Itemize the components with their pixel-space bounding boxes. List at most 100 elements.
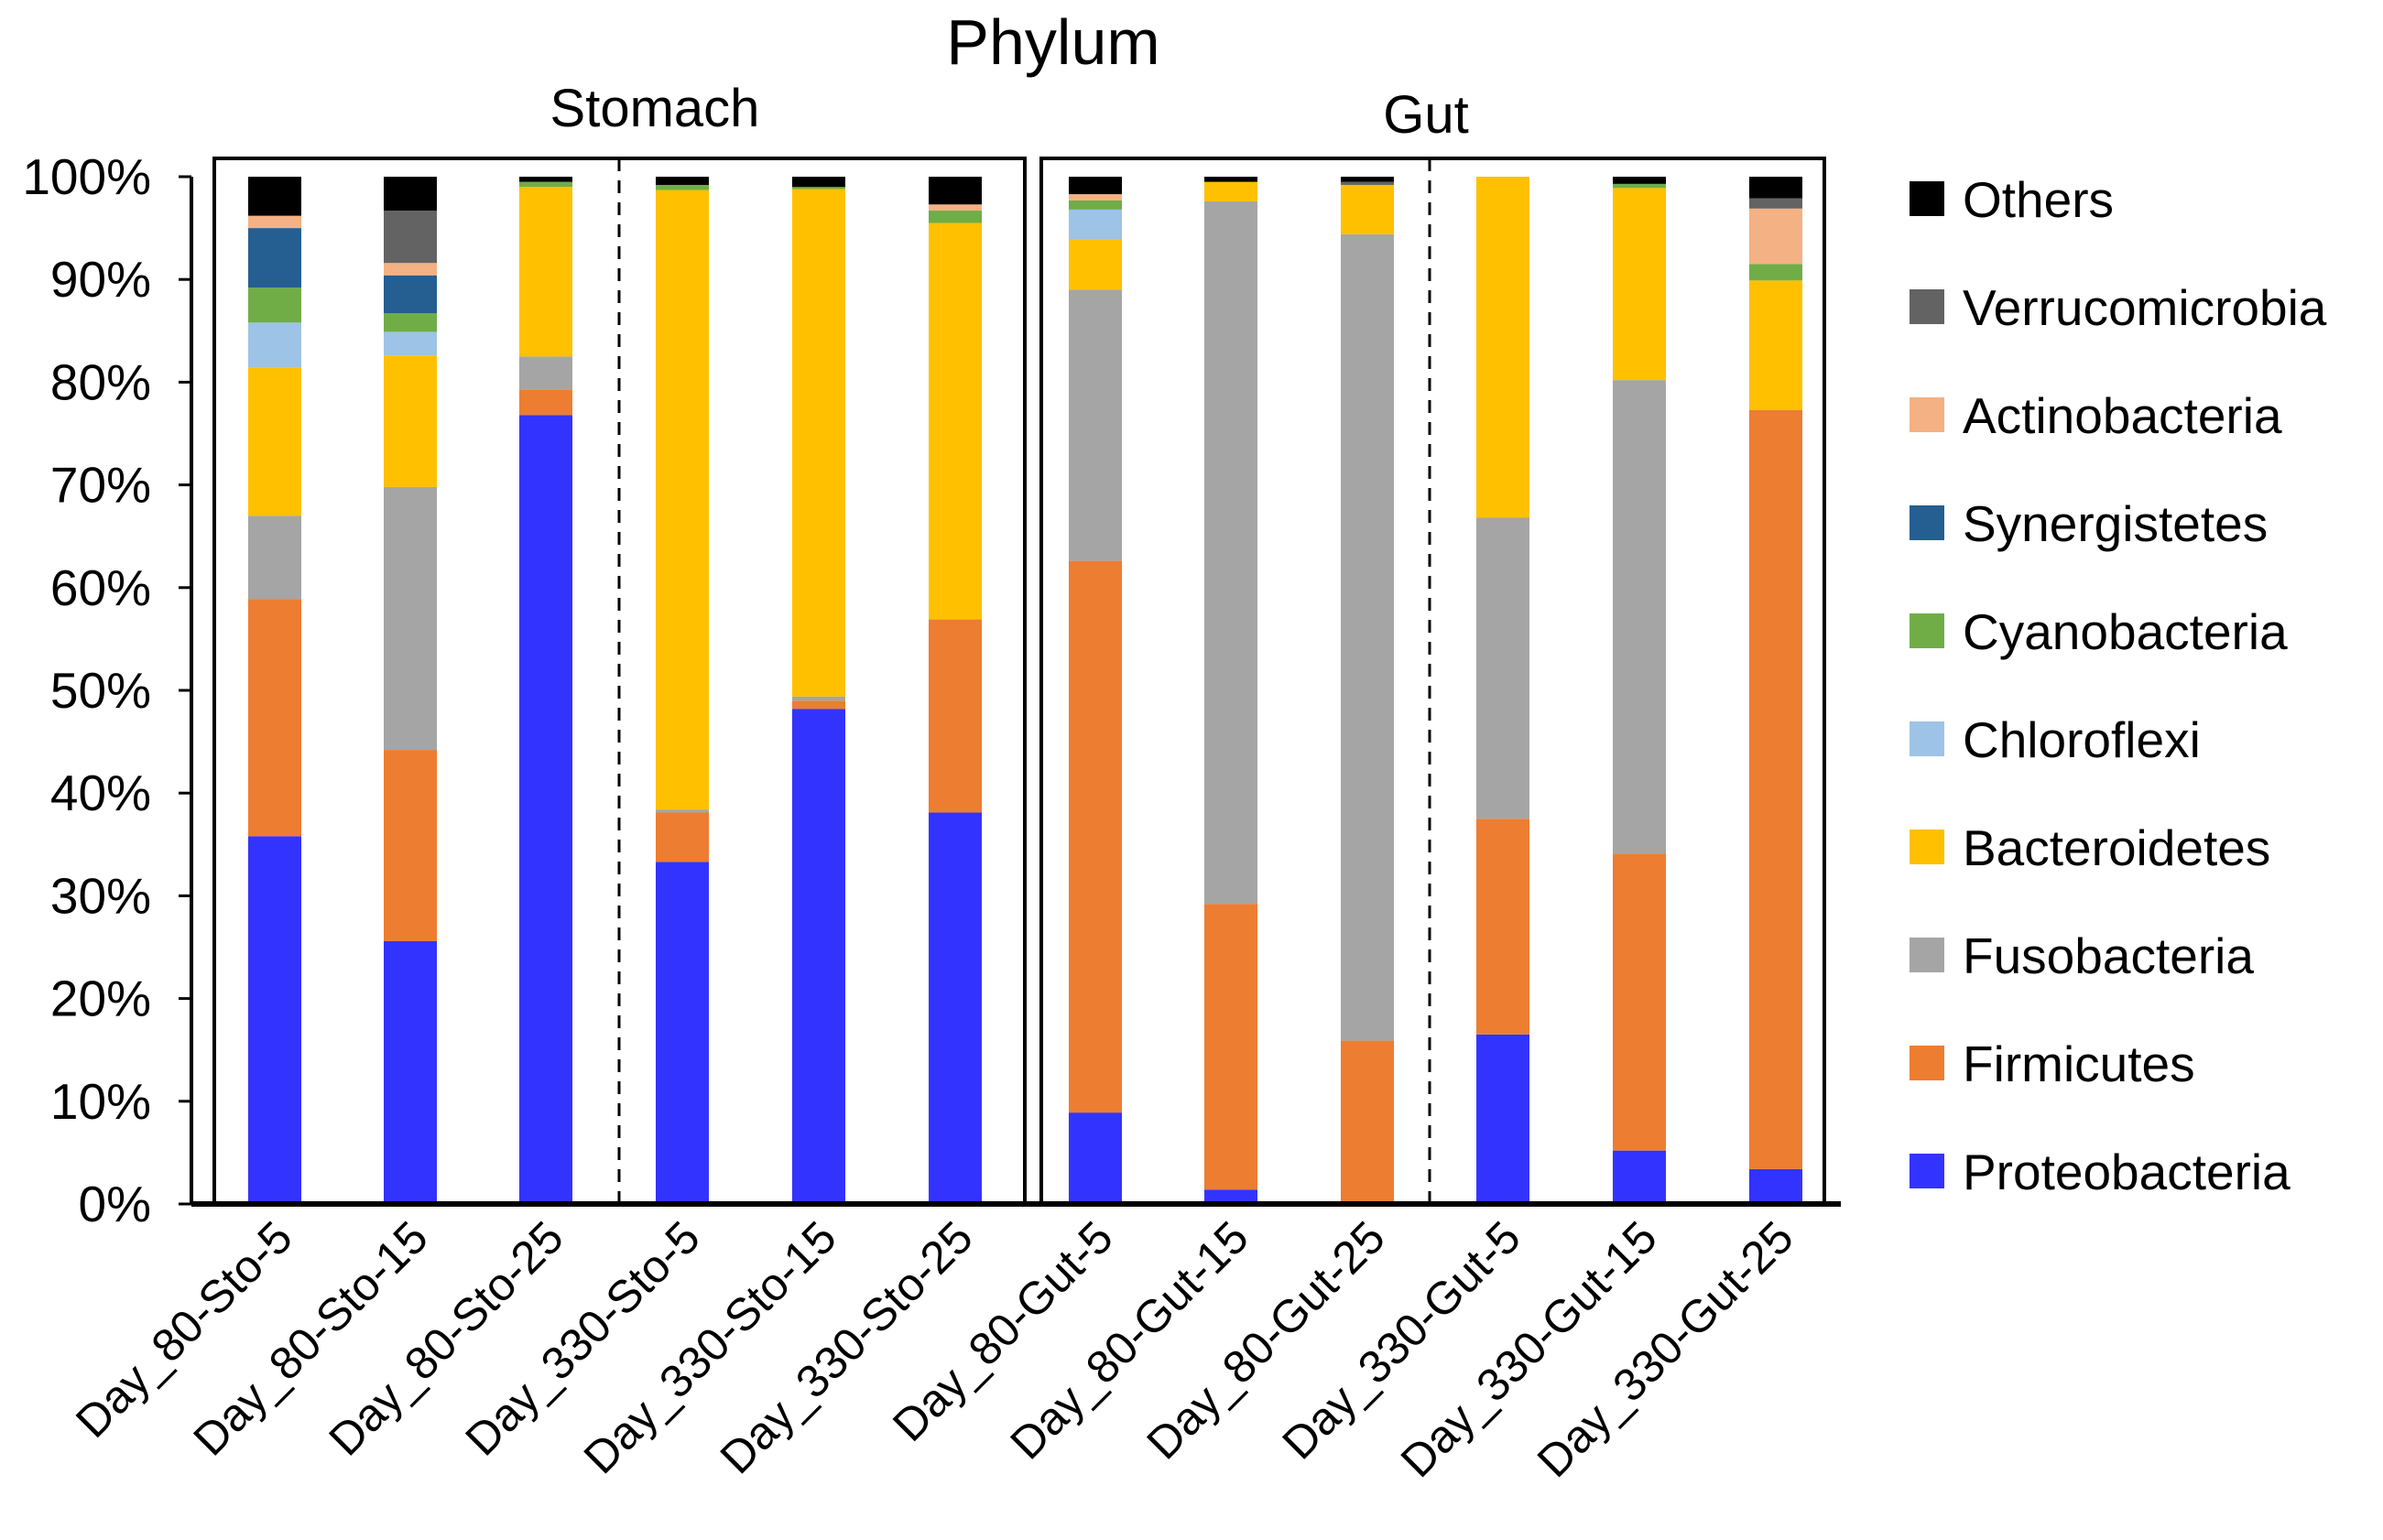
bar-segment-bacteroidetes	[792, 189, 845, 697]
bar-segment-fusobacteria	[656, 809, 709, 813]
legend-swatch-proteobacteria	[1910, 1154, 1944, 1188]
bar-segment-fusobacteria	[1069, 289, 1122, 561]
legend-label-chloroflexi: Chloroflexi	[1963, 711, 2201, 768]
bar-segment-proteobacteria	[1749, 1168, 1802, 1204]
bar-segment-fusobacteria	[1204, 201, 1257, 905]
bar-segment-others	[929, 177, 982, 205]
x-category-label: Day_80-Gut-25	[1137, 1211, 1394, 1469]
bar-segment-firmicutes	[248, 599, 301, 837]
bar-segment-others	[519, 177, 572, 182]
x-category-label: Day_330-Sto-25	[711, 1211, 983, 1483]
y-tick-label: 60%	[50, 559, 151, 616]
bar-segment-synergistetes	[384, 275, 437, 314]
bar-segment-actinobacteria	[1069, 194, 1122, 201]
legend-swatch-chloroflexi	[1910, 721, 1944, 756]
bar-segment-verrucomicrobia	[1341, 181, 1394, 185]
bars	[248, 177, 1802, 1205]
x-category-label: Day_330-Gut-25	[1528, 1211, 1803, 1487]
bar-segment-cyanobacteria	[1069, 200, 1122, 210]
bar-segment-bacteroidetes	[1476, 177, 1529, 518]
bar-segment-actinobacteria	[1749, 208, 1802, 265]
legend-label-others: Others	[1963, 171, 2114, 228]
bar-segment-cyanobacteria	[1613, 183, 1666, 189]
bar-segment-synergistetes	[248, 228, 301, 288]
y-tick-label: 100%	[22, 148, 151, 205]
bar-segment-proteobacteria	[656, 862, 709, 1204]
y-axis: 0% 10% 20% 30% 40% 50% 60% 70% 80% 90% 100%	[22, 148, 193, 1232]
legend-swatch-cyanobacteria	[1910, 613, 1944, 648]
bar-segment-cyanobacteria	[248, 287, 301, 323]
y-tick-label: 30%	[50, 867, 151, 924]
panel-frame-gut	[1039, 157, 1826, 1206]
legend-label-firmicutes: Firmicutes	[1963, 1036, 2195, 1092]
y-tick-label: 40%	[50, 765, 151, 821]
axes-frame	[191, 157, 1841, 1207]
bar-segment-others	[1341, 177, 1394, 182]
bar-segment-cyanobacteria	[929, 211, 982, 223]
bar-segment-fusobacteria	[1341, 233, 1394, 1041]
bar-segment-others	[656, 177, 709, 185]
bar-segment-others	[248, 177, 301, 216]
bar-segment-firmicutes	[1749, 409, 1802, 1169]
x-category-label: Day_80-Gut-15	[1000, 1211, 1257, 1469]
y-tick-label: 20%	[50, 971, 151, 1027]
bar-segment-firmicutes	[1069, 560, 1122, 1113]
bar-segment-bacteroidetes	[248, 367, 301, 516]
bar-segment-fusobacteria	[384, 486, 437, 751]
bar-segment-fusobacteria	[1476, 517, 1529, 819]
x-category-label: Day_330-Gut-5	[1272, 1211, 1529, 1469]
bar-segment-others	[1069, 177, 1122, 195]
x-category-label: Day_80-Sto-25	[319, 1211, 572, 1465]
bar-segment-cyanobacteria	[384, 313, 437, 332]
y-tick-label: 0%	[79, 1176, 152, 1232]
bar-segment-proteobacteria	[792, 709, 845, 1204]
legend-swatch-verrucomicrobia	[1910, 289, 1944, 324]
panel-label-gut: Gut	[1383, 85, 1469, 145]
bar-segment-firmicutes	[1476, 819, 1529, 1035]
bar-segment-actinobacteria	[248, 215, 301, 229]
bar-segment-firmicutes	[929, 619, 982, 813]
x-category-label: Day_330-Sto-5	[455, 1211, 709, 1465]
chart-title: Phylum	[946, 6, 1159, 78]
bar-segment-fusobacteria	[792, 696, 845, 701]
bar-segment-chloroflexi	[1069, 209, 1122, 240]
bar-segment-cyanobacteria	[792, 187, 845, 190]
x-category-label: Day_80-Sto-15	[183, 1211, 437, 1465]
x-axis-labels: Day_80-Sto-5Day_80-Sto-15Day_80-Sto-25Da…	[66, 1211, 1803, 1487]
bar-segment-verrucomicrobia	[1749, 198, 1802, 209]
legend-swatch-bacteroidetes	[1910, 830, 1944, 864]
legend-label-fusobacteria: Fusobacteria	[1963, 927, 2254, 984]
bar-segment-proteobacteria	[1069, 1112, 1122, 1204]
bar-segment-others	[1613, 177, 1666, 184]
legend-label-proteobacteria: Proteobacteria	[1963, 1144, 2291, 1200]
bar-segment-fusobacteria	[519, 356, 572, 390]
bar-segment-fusobacteria	[1613, 380, 1666, 854]
x-category-label: Day_330-Gut-15	[1391, 1211, 1667, 1487]
legend-label-actinobacteria: Actinobacteria	[1963, 387, 2282, 444]
bar-segment-firmicutes	[656, 812, 709, 862]
bar-segment-proteobacteria	[929, 812, 982, 1204]
bar-segment-firmicutes	[1341, 1040, 1394, 1204]
y-tick-label: 70%	[50, 457, 151, 514]
bar-segment-firmicutes	[384, 750, 437, 941]
bar-segment-others	[792, 177, 845, 188]
bar-segment-bacteroidetes	[1204, 181, 1257, 201]
bar-segment-bacteroidetes	[1341, 184, 1394, 234]
bar-segment-verrucomicrobia	[384, 211, 437, 264]
legend-swatch-others	[1910, 181, 1944, 216]
bar-segment-bacteroidetes	[519, 187, 572, 357]
legend-swatch-fusobacteria	[1910, 938, 1944, 972]
bar-segment-chloroflexi	[384, 331, 437, 356]
bar-segment-cyanobacteria	[656, 184, 709, 190]
y-tick-label: 90%	[50, 251, 151, 308]
panel-label-stomach: Stomach	[550, 79, 760, 138]
bar-segment-bacteroidetes	[384, 355, 437, 487]
legend: Others Verrucomicrobia Actinobacteria Syner…	[1910, 171, 2327, 1200]
bar-segment-bacteroidetes	[1069, 239, 1122, 290]
y-tick-label: 80%	[50, 353, 151, 410]
x-category-label: Day_330-Sto-15	[574, 1211, 846, 1483]
legend-label-verrucomicrobia: Verrucomicrobia	[1963, 279, 2327, 336]
bar-segment-firmicutes	[1204, 904, 1257, 1190]
bar-segment-others	[1749, 177, 1802, 199]
